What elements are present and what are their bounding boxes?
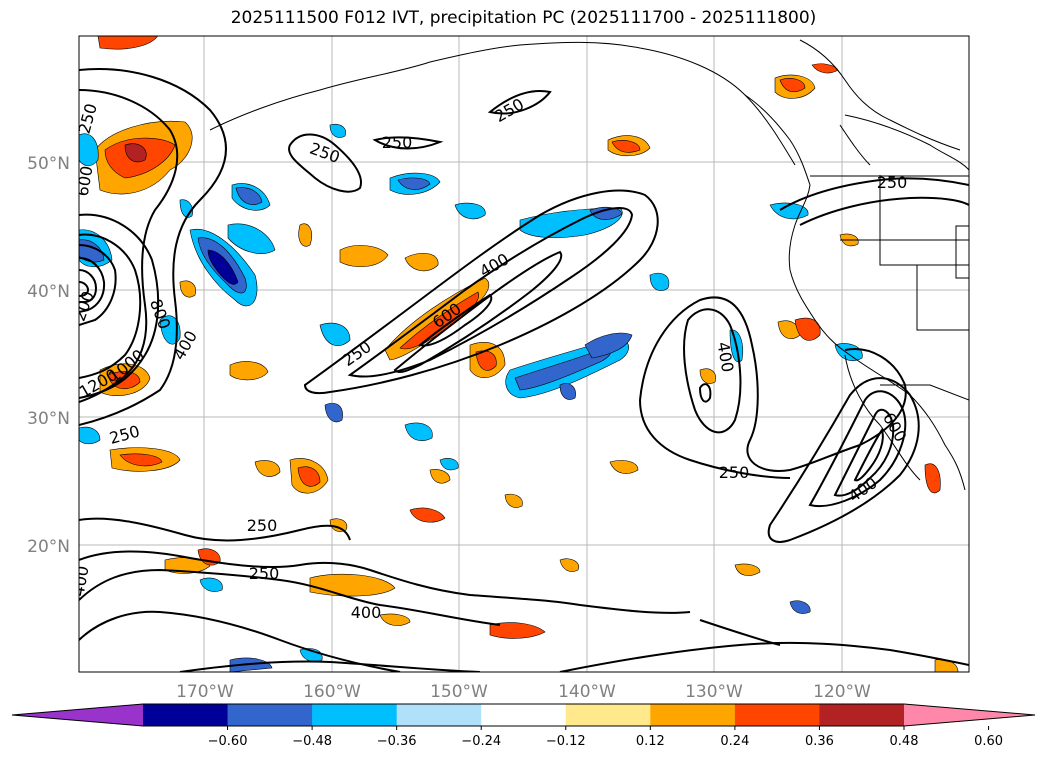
lat-label: 30°N — [27, 409, 70, 429]
lat-label: 50°N — [27, 154, 70, 174]
colorbar-tick-label: 0.60 — [974, 734, 1003, 749]
colorbar-outline — [11, 703, 1036, 727]
colorbar-tick-label: −0.60 — [208, 734, 248, 749]
colorbar-tick-label: −0.48 — [292, 734, 332, 749]
colorbar-segment — [819, 704, 905, 726]
map-frame — [78, 35, 970, 673]
latitude-labels: 50°N 40°N 30°N 20°N — [27, 154, 70, 557]
colorbar-segment — [312, 704, 398, 726]
colorbar-segment — [143, 704, 229, 726]
contour-label-250: 250 — [877, 173, 908, 192]
precip-positive-areas — [94, 36, 959, 672]
colorbar-tick-label: −0.12 — [546, 734, 586, 749]
colorbar-tick-label: −0.36 — [377, 734, 417, 749]
contour-label-250: 250 — [382, 133, 413, 152]
colorbar-tick-label: 0.36 — [805, 734, 834, 749]
lat-label: 40°N — [27, 282, 70, 302]
colorbar-segment — [650, 704, 736, 726]
colorbar-segment — [734, 704, 820, 726]
contour-label-400: 400 — [351, 603, 382, 622]
lon-label: 170°W — [176, 682, 234, 702]
lon-label: 140°W — [558, 682, 616, 702]
colorbar-tick-label: 0.48 — [890, 734, 919, 749]
colorbar-tick-label: 0.24 — [720, 734, 749, 749]
colorbar-extend-max — [904, 704, 1035, 726]
longitude-labels: 170°W 160°W 150°W 140°W 130°W 120°W — [176, 682, 871, 702]
colorbar-tick-label: 0.12 — [636, 734, 665, 749]
colorbar-extend-min — [12, 704, 143, 726]
colorbar-segment — [227, 704, 313, 726]
colorbar-segment — [481, 704, 567, 726]
lon-label: 160°W — [303, 682, 361, 702]
ivt-contours — [79, 68, 969, 672]
lon-label: 150°W — [430, 682, 488, 702]
contour-label-600: 600 — [73, 164, 97, 197]
colorbar: −0.60 −0.48 −0.36 −0.24 −0.12 0.12 0.24 0.36 0.4… — [11, 703, 1036, 749]
lat-label: 20°N — [27, 537, 70, 557]
map-panel — [79, 36, 969, 672]
colorbar-segment — [565, 704, 651, 726]
precip-negative-areas — [79, 123, 863, 672]
contour-label-250: 250 — [247, 516, 278, 535]
lon-label: 120°W — [813, 682, 871, 702]
lon-label: 130°W — [685, 682, 743, 702]
map-title: 2025111500 F012 IVT, precipitation PC (2… — [230, 8, 817, 28]
colorbar-segment — [396, 704, 482, 726]
colorbar-tick-label: −0.24 — [461, 734, 501, 749]
contour-label-250: 250 — [719, 463, 750, 482]
contour-label-250: 250 — [249, 564, 280, 583]
